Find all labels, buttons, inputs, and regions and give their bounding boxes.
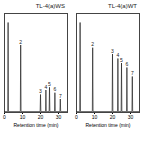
svg-text:3: 3	[39, 88, 42, 94]
html-text:TL-4(a)WT: TL-4(a)WT	[108, 3, 137, 9]
svg-text:6: 6	[126, 61, 129, 67]
svg-text:4: 4	[45, 84, 48, 90]
svg-text:6: 6	[54, 86, 57, 92]
svg-text:20: 20	[38, 114, 44, 120]
svg-text:30: 30	[128, 114, 134, 120]
html-text:TL-4(a)WS: TL-4(a)WS	[35, 3, 65, 9]
svg-text:0: 0	[3, 114, 6, 120]
svg-text:5: 5	[48, 81, 51, 87]
svg-text:5: 5	[120, 57, 123, 63]
svg-text:30: 30	[56, 114, 62, 120]
svg-text:Retention time (min): Retention time (min)	[85, 122, 130, 128]
svg-text:7: 7	[131, 70, 134, 76]
svg-text:3: 3	[111, 48, 114, 54]
svg-text:0: 0	[75, 114, 78, 120]
svg-text:20: 20	[110, 114, 116, 120]
svg-text:10: 10	[92, 114, 98, 120]
svg-text:10: 10	[20, 114, 26, 120]
svg-text:2: 2	[91, 41, 94, 47]
svg-text:4: 4	[117, 52, 120, 58]
svg-text:Retention time (min): Retention time (min)	[13, 122, 58, 128]
svg-text:7: 7	[59, 93, 62, 99]
svg-text:2: 2	[19, 39, 22, 45]
